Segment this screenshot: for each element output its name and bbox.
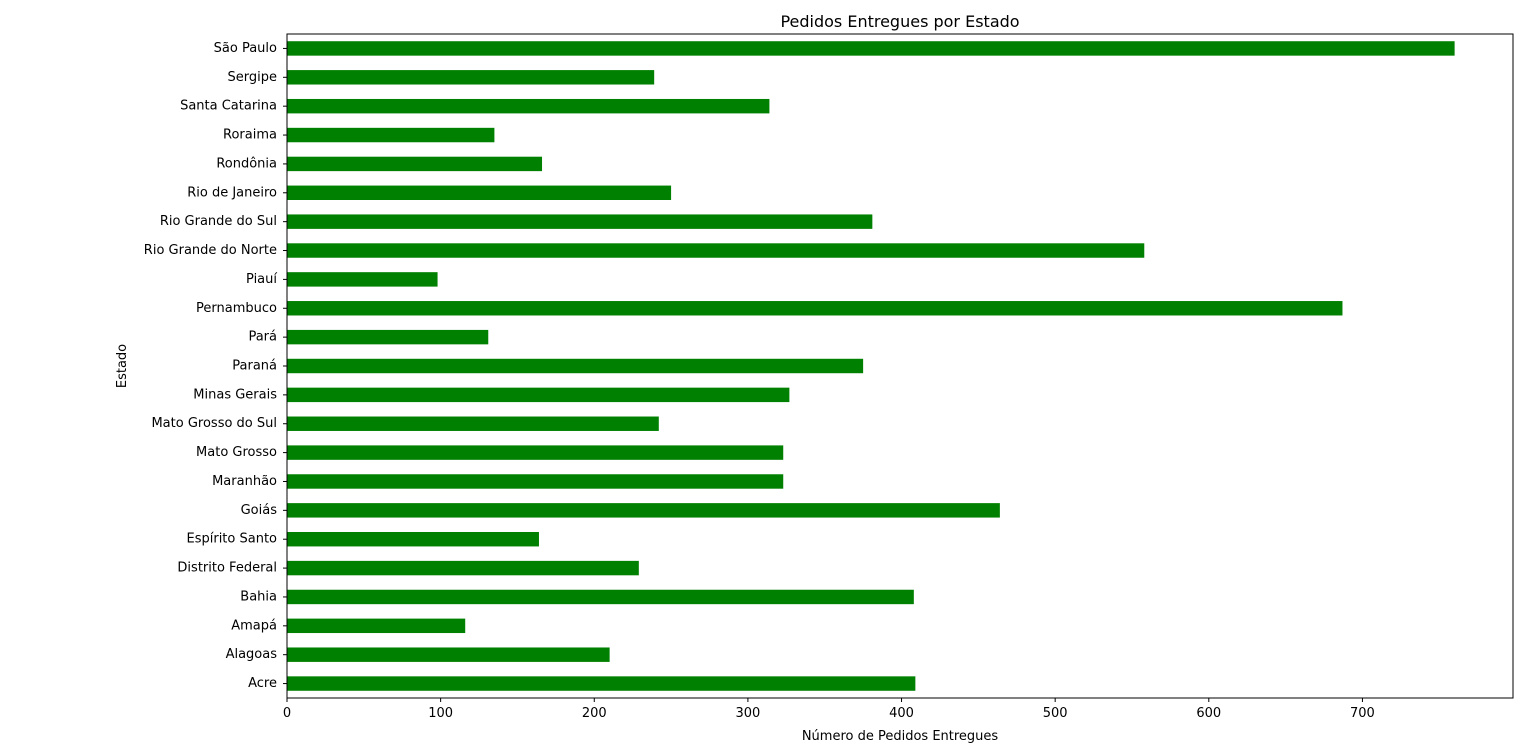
y-tick-label-mato-grosso-do-sul: Mato Grosso do Sul bbox=[151, 416, 277, 431]
y-tick-label-amapa: Amapá bbox=[231, 618, 277, 633]
x-tick-label-0: 0 bbox=[283, 706, 291, 721]
x-tick-label-300: 300 bbox=[735, 706, 760, 721]
y-tick-label-espirito-santo: Espírito Santo bbox=[187, 532, 278, 547]
bar-pernambuco bbox=[287, 301, 1343, 316]
bar-distrito-federal bbox=[287, 560, 639, 576]
bar-mato-grosso-do-sul bbox=[287, 416, 659, 431]
bars-group bbox=[287, 41, 1455, 691]
y-axis-ticks: Acre Alagoas Amapá Bahia Distrito Federal Esp… bbox=[144, 41, 287, 691]
y-tick-label-maranhao: Maranhão bbox=[212, 474, 277, 489]
bar-parana bbox=[287, 358, 864, 374]
y-tick-label-sergipe: Sergipe bbox=[228, 70, 277, 85]
y-tick-label-parana: Paraná bbox=[232, 359, 277, 374]
y-tick-label-rondonia: Rondônia bbox=[216, 156, 277, 171]
bar-rio-de-janeiro bbox=[287, 185, 672, 200]
y-tick-label-distrito-federal: Distrito Federal bbox=[177, 561, 277, 576]
bar-roraima bbox=[287, 127, 495, 143]
bar-minas-gerais bbox=[287, 387, 790, 403]
bar-piaui bbox=[287, 272, 438, 287]
bar-rondonia bbox=[287, 156, 543, 172]
chart-title: Pedidos Entregues por Estado bbox=[780, 12, 1019, 31]
y-tick-label-para: Pará bbox=[248, 330, 277, 345]
y-tick-label-pernambuco: Pernambuco bbox=[196, 301, 277, 316]
bar-bahia bbox=[287, 589, 914, 605]
y-tick-label-alagoas: Alagoas bbox=[226, 647, 278, 662]
bar-espirito-santo bbox=[287, 532, 539, 547]
bar-goias bbox=[287, 503, 1000, 518]
x-axis-ticks: 0 100 200 300 400 500 600 700 bbox=[283, 698, 1375, 721]
x-tick-label-100: 100 bbox=[428, 706, 453, 721]
y-tick-label-bahia: Bahia bbox=[240, 589, 277, 604]
plot-frame bbox=[286, 33, 1514, 699]
bar-mato-grosso bbox=[287, 445, 784, 460]
bar-maranhao bbox=[287, 474, 784, 489]
y-tick-label-sao-paulo: São Paulo bbox=[214, 41, 277, 56]
x-tick-label-500: 500 bbox=[1043, 706, 1068, 721]
y-tick-label-mato-grosso: Mato Grosso bbox=[196, 445, 277, 460]
x-tick-label-400: 400 bbox=[889, 706, 914, 721]
y-tick-label-minas-gerais: Minas Gerais bbox=[193, 387, 277, 402]
bar-santa-catarina bbox=[287, 98, 770, 114]
bar-sergipe bbox=[287, 70, 655, 85]
bar-amapa bbox=[287, 618, 466, 634]
y-tick-label-goias: Goiás bbox=[241, 503, 278, 518]
x-tick-label-200: 200 bbox=[582, 706, 607, 721]
y-tick-label-roraima: Roraima bbox=[223, 128, 277, 143]
y-axis-label: Estado bbox=[115, 344, 130, 388]
y-tick-label-rio-grande-do-sul: Rio Grande do Sul bbox=[160, 214, 277, 229]
y-tick-label-rio-grande-do-norte: Rio Grande do Norte bbox=[144, 243, 277, 258]
x-tick-label-600: 600 bbox=[1196, 706, 1221, 721]
y-tick-label-rio-de-janeiro: Rio de Janeiro bbox=[187, 185, 277, 200]
y-tick-label-acre: Acre bbox=[248, 676, 277, 691]
y-tick-label-piaui: Piauí bbox=[246, 272, 277, 287]
bar-rio-grande-do-norte bbox=[287, 243, 1145, 258]
y-tick-label-santa-catarina: Santa Catarina bbox=[180, 99, 277, 114]
bar-alagoas bbox=[287, 647, 610, 662]
bar-acre bbox=[287, 676, 916, 691]
bar-sao-paulo bbox=[287, 41, 1455, 56]
x-tick-label-700: 700 bbox=[1350, 706, 1375, 721]
bar-rio-grande-do-sul bbox=[287, 214, 873, 229]
bar-para bbox=[287, 329, 489, 345]
x-axis-label: Número de Pedidos Entregues bbox=[802, 729, 999, 744]
